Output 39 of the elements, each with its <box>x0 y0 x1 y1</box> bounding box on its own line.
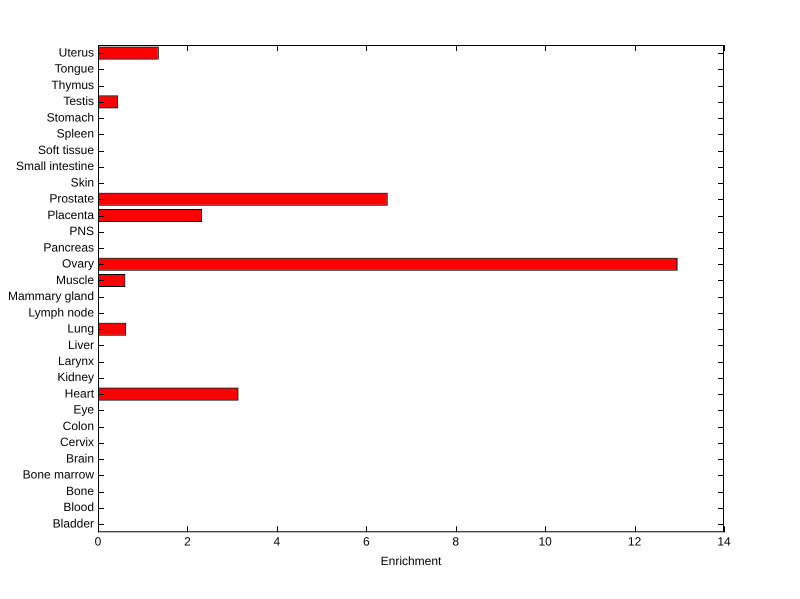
y-tick-label: Larynx <box>58 354 94 368</box>
y-tick-label: Heart <box>64 386 95 400</box>
y-tick-label: Small intestine <box>16 159 94 174</box>
y-tick-label: Bladder <box>52 516 94 530</box>
x-tick-label: 14 <box>717 534 731 549</box>
y-tick-label: Colon <box>62 418 94 433</box>
y-tick-label: Mammary gland <box>8 289 94 304</box>
y-tick-label: Cervix <box>60 435 94 450</box>
x-axis-title: Enrichment <box>380 554 442 568</box>
x-tick-label: 0 <box>94 534 102 549</box>
y-tick-label: Eye <box>73 402 94 417</box>
y-tick-label: Liver <box>68 338 94 352</box>
x-tick-label: 12 <box>628 534 642 549</box>
y-tick-label: Lymph node <box>28 305 94 320</box>
y-tick-label: Testis <box>63 94 94 108</box>
x-tick-label: 10 <box>538 534 552 549</box>
y-tick-label: Ovary <box>62 256 94 271</box>
y-tick-label: Soft tissue <box>38 142 94 157</box>
x-tick-label: 4 <box>274 534 281 549</box>
y-tick-label: Thymus <box>51 78 94 92</box>
x-tick-label: 6 <box>362 534 370 549</box>
y-tick-label: Uterus <box>58 45 94 60</box>
x-tick-label: 2 <box>184 534 192 549</box>
y-tick-label: Stomach <box>46 110 94 124</box>
y-tick-label: Placenta <box>47 208 94 222</box>
y-tick-label: Spleen <box>56 126 94 141</box>
y-tick-label: Skin <box>70 175 94 190</box>
y-tick-label: Pancreas <box>43 240 94 254</box>
y-tick-label: Prostate <box>49 192 94 206</box>
y-tick-label: Lung <box>67 322 94 336</box>
x-tick-label: 8 <box>452 534 460 549</box>
y-tick-label: Blood <box>63 500 94 514</box>
y-tick-label: Bone marrow <box>22 468 94 482</box>
y-tick-label: Kidney <box>57 370 94 384</box>
y-tick-label: Bone <box>66 484 94 498</box>
y-tick-label: Tongue <box>54 62 94 76</box>
y-tick-label: Brain <box>66 451 94 466</box>
y-tick-label: Muscle <box>56 272 94 287</box>
y-tick-label: PNS <box>69 224 94 238</box>
